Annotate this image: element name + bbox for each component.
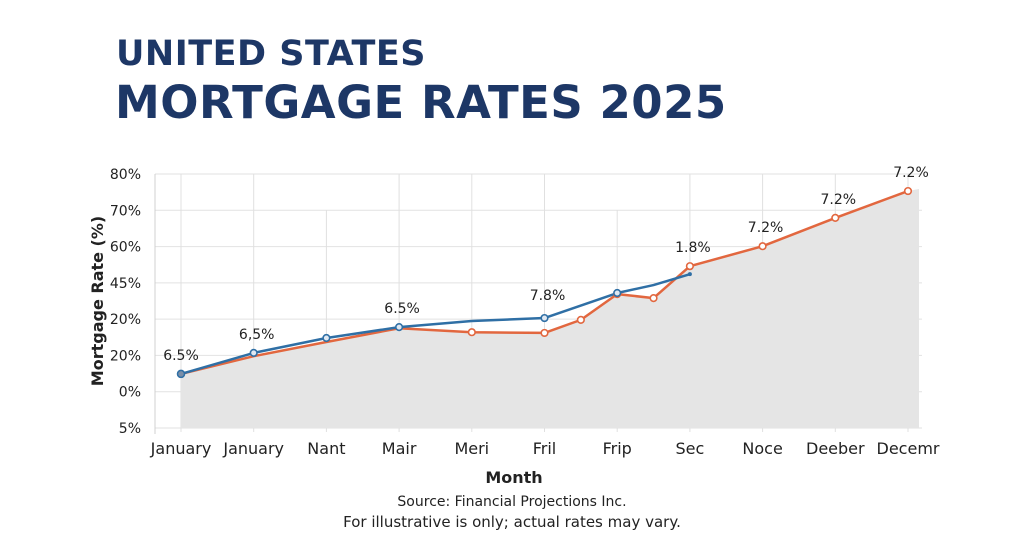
orange-data-point [831, 213, 840, 223]
y-tick-labels: 5% 0% 20% 20% 45% 60% 70% 80% [110, 167, 141, 437]
x-tick-label: Nant [307, 439, 345, 458]
blue-data-point [395, 323, 404, 332]
title-line-1: UNITED STATES [116, 34, 426, 74]
blue-series-line [180, 272, 691, 376]
data-label: 1.8% [675, 240, 711, 256]
x-tick-label: January [222, 439, 284, 458]
x-axis-label: Month [485, 468, 542, 487]
y-tick-label: 20% [110, 312, 141, 328]
x-tick-label: Frip [603, 439, 632, 458]
y-tick-label: 45% [110, 276, 141, 292]
x-tick-label: Deeber [806, 439, 865, 458]
data-label: 6.5% [384, 301, 420, 317]
data-label: 6,5% [239, 327, 275, 343]
title-line-2: MORTGAGE RATES 2025 [115, 76, 727, 129]
orange-data-point [467, 328, 476, 337]
x-tick-label: Decemr [877, 439, 940, 458]
series-markers [176, 186, 913, 379]
data-label: 7.8% [530, 288, 566, 304]
start-data-point [176, 369, 186, 379]
orange-data-point [540, 328, 549, 338]
data-label: 7.2% [893, 165, 929, 181]
x-tick-labels: January January Nant Mair Meri Fril Frip Sec Noc… [150, 439, 940, 458]
disclaimer-note: For illustrative is only; actual rates m… [343, 513, 681, 531]
y-tick-label: 70% [110, 203, 141, 219]
orange-data-point [903, 186, 913, 196]
data-label: 7.2% [821, 192, 857, 208]
orange-data-point [685, 262, 695, 271]
y-tick-label: 20% [110, 348, 141, 364]
y-tick-label: 60% [110, 240, 141, 256]
y-tick-label: 0% [119, 385, 141, 401]
blue-data-point [540, 313, 549, 323]
data-labels: 6.5% 6,5% 6.5% 7.8% 1.8% 7.2% 7.2% 7.2% [163, 165, 929, 364]
area-fill [181, 189, 919, 428]
y-axis-label: Mortgage Rate (%) [88, 216, 107, 386]
x-tick-label: Meri [454, 439, 489, 458]
blue-data-point [249, 348, 258, 357]
y-tick-label: 80% [110, 167, 141, 183]
orange-data-point [758, 242, 767, 251]
x-tick-label: Mair [382, 439, 417, 458]
blue-data-point [687, 272, 692, 277]
blue-data-point [322, 333, 331, 343]
source-note: Source: Financial Projections Inc. [397, 494, 627, 510]
x-tick-label: Noce [742, 439, 782, 458]
data-label: 7.2% [748, 220, 784, 236]
orange-data-point [649, 293, 658, 303]
y-tick-label: 5% [119, 421, 141, 437]
x-tick-label: Fril [533, 439, 557, 458]
x-tick-label: January [150, 439, 212, 458]
blue-data-point [613, 288, 622, 298]
orange-data-point [576, 315, 585, 324]
data-label: 6.5% [163, 348, 199, 364]
x-tick-label: Sec [676, 439, 705, 458]
